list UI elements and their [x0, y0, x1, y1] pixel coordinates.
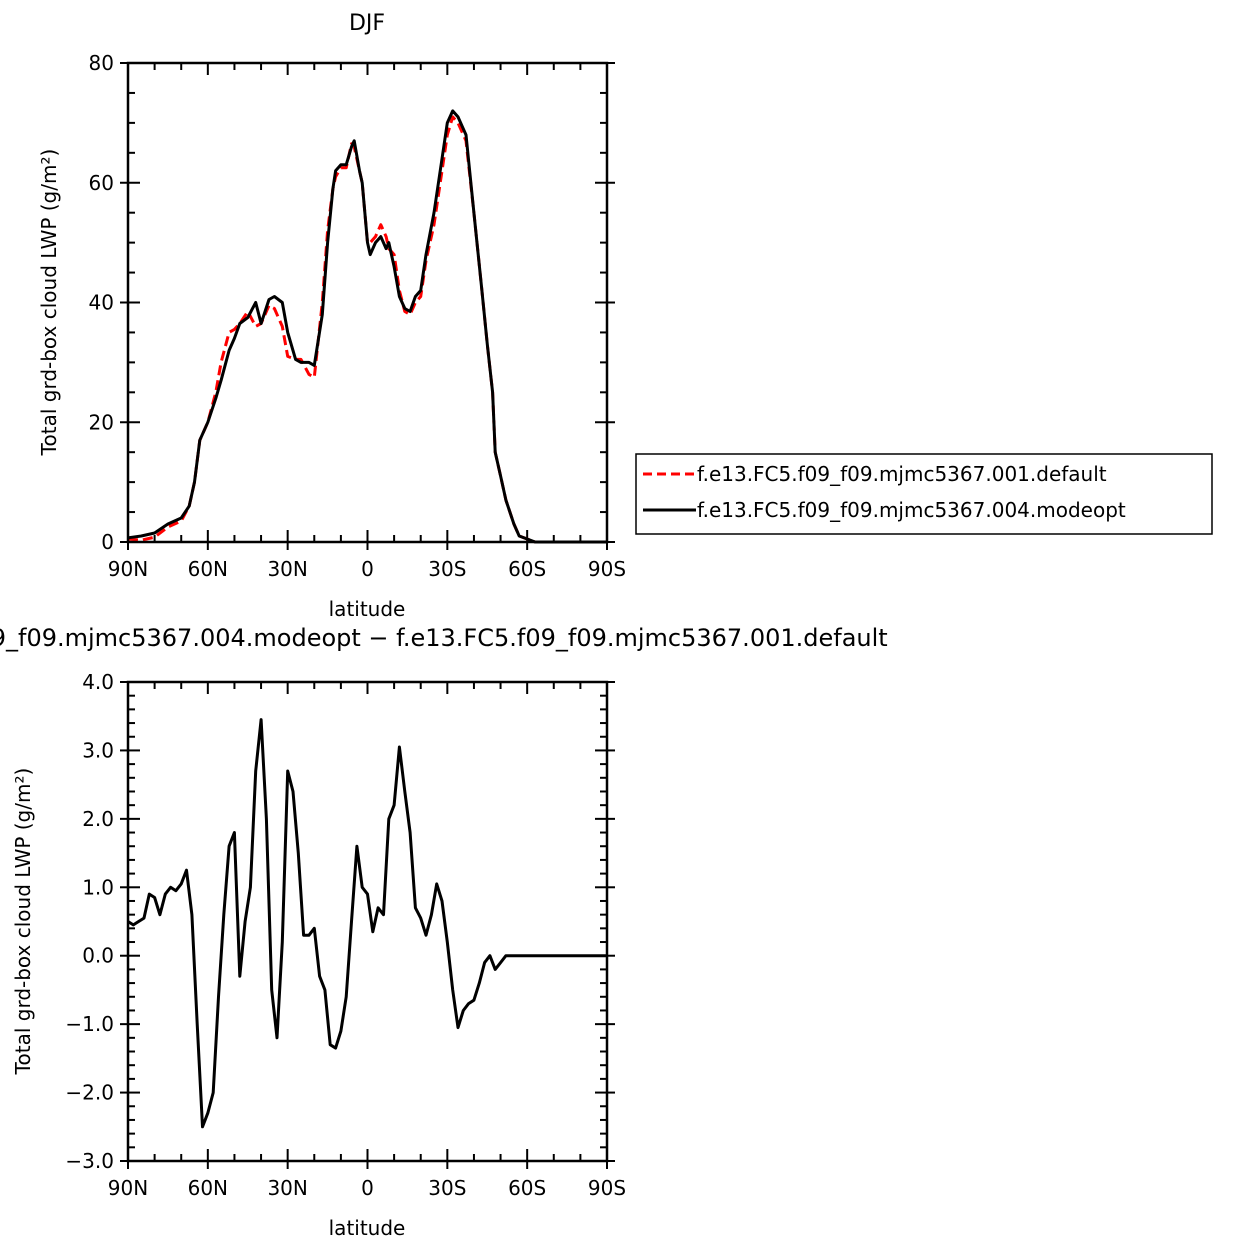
bottom-x-tick-label: 30N	[267, 1176, 307, 1200]
top-y-tick-label: 60	[89, 171, 114, 195]
bottom-y-tick-label: −1.0	[65, 1012, 114, 1036]
bottom-y-axis-label: Total grd-box cloud LWP (g/m²)	[11, 768, 35, 1076]
bottom-x-tick-label: 0	[361, 1176, 374, 1200]
bottom-y-tick-label: 4.0	[82, 670, 114, 694]
bottom-x-tick-label: 90S	[588, 1176, 626, 1200]
bottom-plot-frame	[126, 680, 609, 1163]
top-chart-title: DJF	[349, 11, 385, 36]
bottom-chart: f.e13.FC5.f09_f09.mjmc5367.004.modeopt −…	[0, 624, 888, 1240]
top-plot-frame	[126, 61, 609, 544]
bottom-x-axis-label: latitude	[329, 1216, 406, 1240]
top-x-tick-label: 60S	[508, 557, 546, 581]
legend: f.e13.FC5.f09_f09.mjmc5367.001.default f…	[635, 453, 1213, 535]
top-y-tick-label: 0	[101, 530, 114, 554]
top-series-line-0	[127, 115, 607, 544]
bottom-y-tick-label: −2.0	[65, 1081, 114, 1105]
legend-box	[635, 453, 1213, 535]
top-y-tick-label: 20	[89, 410, 114, 434]
top-axes: 90N 60N 30N 0 30S 60S 90S 0 20 40 60 80	[89, 51, 627, 581]
bottom-series-group	[127, 718, 607, 1129]
top-x-tick-label: 0	[361, 557, 374, 581]
bottom-chart-title: f.e13.FC5.f09_f09.mjmc5367.004.modeopt −…	[0, 624, 888, 652]
top-x-tick-label: 90S	[588, 557, 626, 581]
bottom-y-tick-label: 1.0	[82, 875, 114, 899]
top-x-tick-label: 30S	[428, 557, 466, 581]
bottom-x-tick-label: 60N	[188, 1176, 228, 1200]
bottom-axes: 90N 60N 30N 0 30S 60S 90S −3.0 −2.0 −1.0 0.0 1.0 2.0…	[65, 670, 626, 1200]
legend-label-default: f.e13.FC5.f09_f09.mjmc5367.001.default	[697, 462, 1107, 486]
top-chart: DJF 90N 60N 30N 0 30S 60S 90S 0 20 40 60 80 latitud…	[37, 11, 1213, 621]
bottom-x-tick-label: 90N	[108, 1176, 148, 1200]
top-series-group	[127, 109, 607, 544]
top-x-axis-label: latitude	[329, 597, 406, 621]
bottom-y-tick-label: 2.0	[82, 807, 114, 831]
bottom-series-line-0	[127, 718, 607, 1129]
top-x-tick-label: 90N	[108, 557, 148, 581]
top-series-line-1	[127, 109, 607, 544]
legend-label-modeopt: f.e13.FC5.f09_f09.mjmc5367.004.modeopt	[697, 498, 1126, 522]
top-y-tick-label: 80	[89, 51, 114, 75]
top-y-tick-label: 40	[89, 291, 114, 315]
bottom-x-tick-label: 30S	[428, 1176, 466, 1200]
top-y-axis-label: Total grd-box cloud LWP (g/m²)	[37, 149, 61, 457]
bottom-x-tick-label: 60S	[508, 1176, 546, 1200]
top-x-tick-label: 60N	[188, 557, 228, 581]
bottom-y-tick-label: 0.0	[82, 944, 114, 968]
bottom-y-tick-label: 3.0	[82, 738, 114, 762]
top-x-tick-label: 30N	[267, 557, 307, 581]
bottom-y-tick-label: −3.0	[65, 1149, 114, 1173]
